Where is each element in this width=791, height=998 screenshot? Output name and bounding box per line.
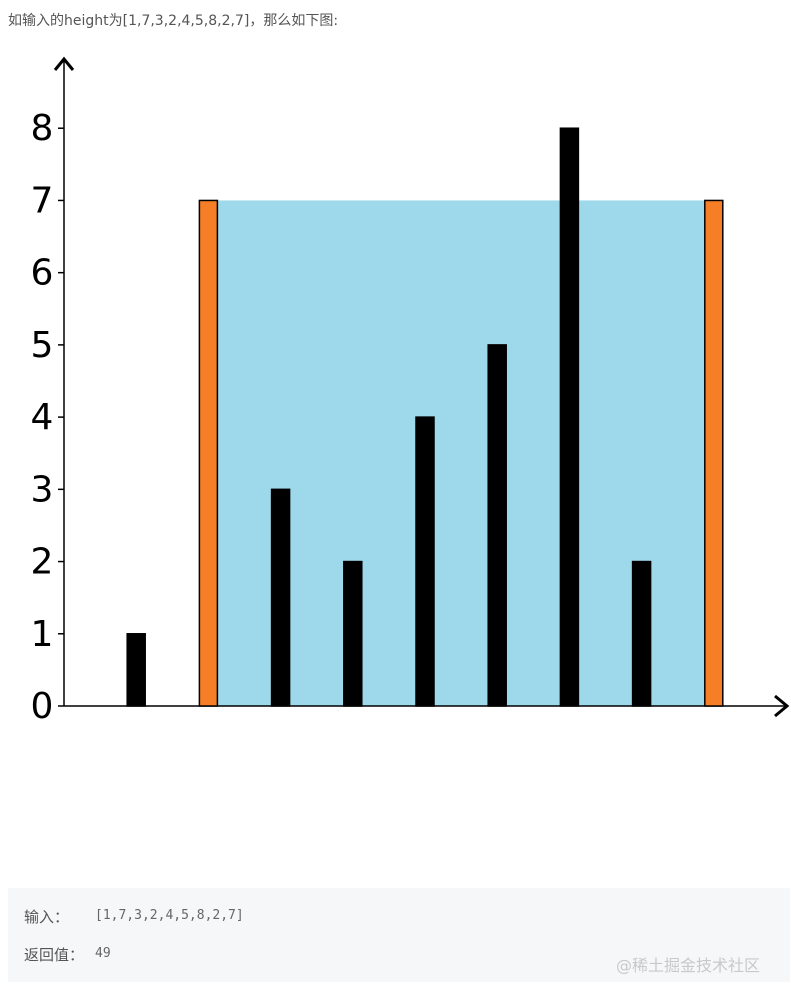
y-tick-label: 0 <box>31 686 54 727</box>
bar <box>415 416 435 707</box>
y-tick-label: 8 <box>31 108 54 149</box>
y-tick-label: 3 <box>31 469 54 510</box>
bar <box>487 344 507 707</box>
output-label: 返回值： <box>24 946 85 964</box>
y-tick-label: 5 <box>31 325 54 366</box>
x-arrow <box>774 694 790 718</box>
bar <box>198 199 219 707</box>
bar <box>631 560 652 707</box>
y-tick-label: 2 <box>31 542 54 583</box>
water-area <box>208 200 714 706</box>
bar <box>343 560 363 707</box>
bar <box>126 633 146 707</box>
input-label: 输入： <box>24 908 70 926</box>
bar <box>559 127 580 707</box>
bar <box>704 199 724 707</box>
example-box: 输入： [1,7,3,2,4,5,8,2,7] 返回值： 49 <box>8 888 790 982</box>
y-tick-label: 4 <box>31 397 54 438</box>
y-tick-label: 6 <box>31 253 54 294</box>
watermark: @稀土掘金技术社区 <box>616 956 761 975</box>
output-value: 49 <box>95 946 111 961</box>
chart: 0 1 2 3 4 5 6 7 8 <box>31 56 790 727</box>
intro-text: 如输入的height为[1,7,3,2,4,5,8,2,7]，那么如下图: <box>8 13 339 29</box>
y-arrow <box>53 56 75 71</box>
y-tick-label: 1 <box>31 614 54 655</box>
input-value: [1,7,3,2,4,5,8,2,7] <box>95 908 244 923</box>
y-tick-label: 7 <box>31 180 54 221</box>
bar <box>270 488 291 707</box>
